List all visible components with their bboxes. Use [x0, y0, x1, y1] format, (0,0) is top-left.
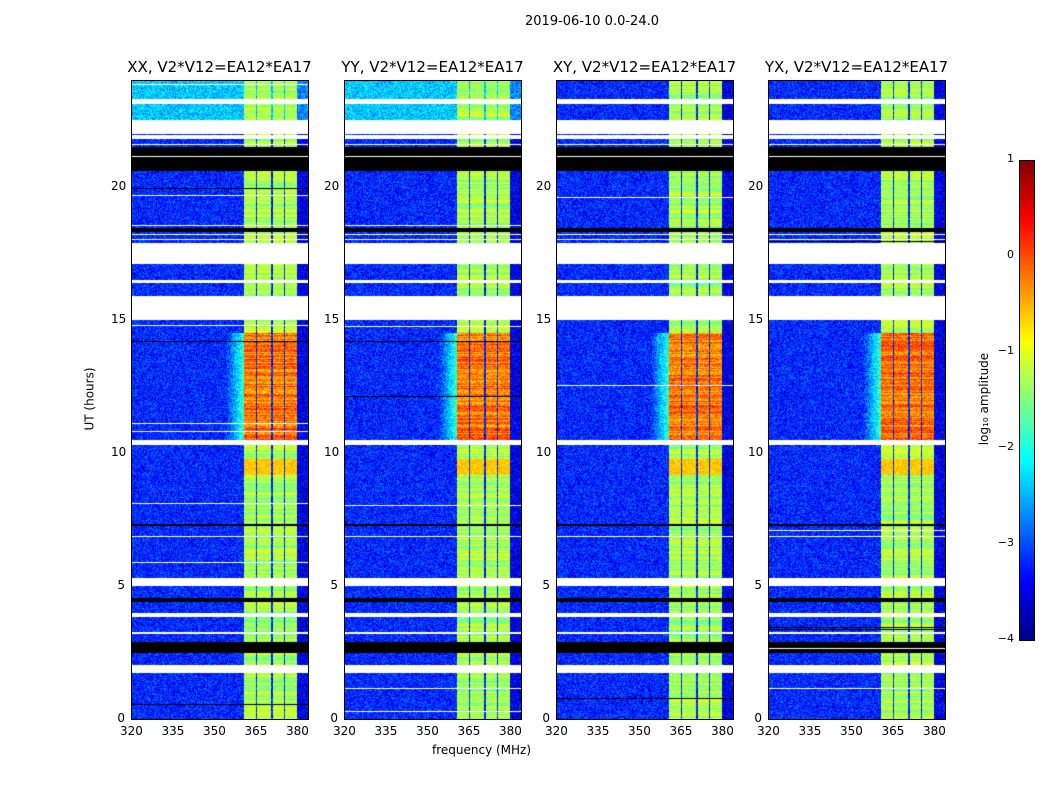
colorbar-frame: [1019, 160, 1035, 641]
y-tick-label: 20: [324, 178, 340, 193]
y-tick-label: 20: [536, 178, 552, 193]
y-tick-label: 5: [117, 577, 125, 592]
x-tick-label: 335: [161, 724, 185, 738]
x-tick-label: 350: [627, 724, 651, 738]
x-tick-label: 365: [457, 724, 481, 738]
y-tick-label: 15: [111, 311, 127, 326]
x-tick-label: 365: [881, 724, 905, 738]
heatmap-panel: [344, 80, 521, 719]
y-tick-label: 5: [330, 577, 338, 592]
heatmap-panel: [131, 80, 308, 719]
y-axis-label: UT (hours): [82, 367, 97, 431]
x-tick-label: 320: [333, 724, 356, 738]
y-tick-label: 0: [542, 711, 550, 725]
panel-frame: [344, 80, 522, 720]
x-tick-label: 320: [545, 724, 568, 738]
x-tick-label: 350: [202, 724, 226, 738]
y-tick-label: 5: [542, 577, 550, 592]
x-tick-label: 320: [120, 724, 143, 738]
x-tick-label: 380: [498, 724, 522, 738]
panel-title: XY, V2*V12=EA12*EA17: [552, 58, 737, 76]
y-tick-label: 0: [330, 711, 338, 725]
x-tick-label: 365: [244, 724, 268, 738]
y-tick-label: 5: [754, 577, 762, 592]
x-tick-label: 335: [586, 724, 610, 738]
panel-title: YY, V2*V12=EA12*EA17: [341, 58, 524, 76]
panel-title: XX, V2*V12=EA12*EA17: [127, 58, 312, 76]
y-tick-label: 20: [748, 178, 764, 193]
x-tick-label: 380: [922, 724, 946, 738]
colorbar-tick-label: −2: [997, 440, 1014, 453]
y-tick-label: 10: [748, 444, 764, 459]
panel-title: YX, V2*V12=EA12*EA17: [764, 58, 949, 76]
colorbar-tick-label: −4: [997, 632, 1014, 645]
y-tick-label: 20: [111, 178, 127, 193]
x-tick-label: 320: [757, 724, 780, 738]
x-tick-label: 380: [710, 724, 734, 738]
panel-frame: [556, 80, 734, 720]
heatmap-panel: [768, 80, 945, 719]
y-tick-label: 10: [536, 444, 552, 459]
colorbar-tick-label: −1: [997, 344, 1014, 357]
colorbar-tick-label: 0: [1007, 248, 1014, 261]
x-tick-label: 365: [669, 724, 693, 738]
y-tick-label: 10: [324, 444, 340, 459]
x-tick-label: 335: [374, 724, 398, 738]
colorbar-tick-label: 1: [1007, 152, 1014, 165]
y-tick-label: 15: [324, 311, 340, 326]
heatmap-panel: [556, 80, 733, 719]
panel-frame: [768, 80, 946, 720]
y-tick-label: 0: [754, 711, 762, 725]
colorbar: [1019, 160, 1034, 640]
y-tick-label: 10: [111, 444, 127, 459]
panel-frame: [131, 80, 309, 720]
x-tick-label: 335: [798, 724, 822, 738]
y-tick-label: 0: [117, 711, 125, 725]
x-tick-label: 350: [839, 724, 863, 738]
colorbar-tick-label: −3: [997, 536, 1014, 549]
y-tick-label: 15: [748, 311, 764, 326]
y-tick-label: 15: [536, 311, 552, 326]
x-axis-label: frequency (MHz): [432, 743, 532, 757]
x-tick-label: 380: [285, 724, 309, 738]
x-tick-label: 350: [415, 724, 439, 738]
colorbar-label: log₁₀ amplitude: [977, 352, 992, 446]
figure-title: 2019-06-10 0.0-24.0: [525, 14, 659, 29]
